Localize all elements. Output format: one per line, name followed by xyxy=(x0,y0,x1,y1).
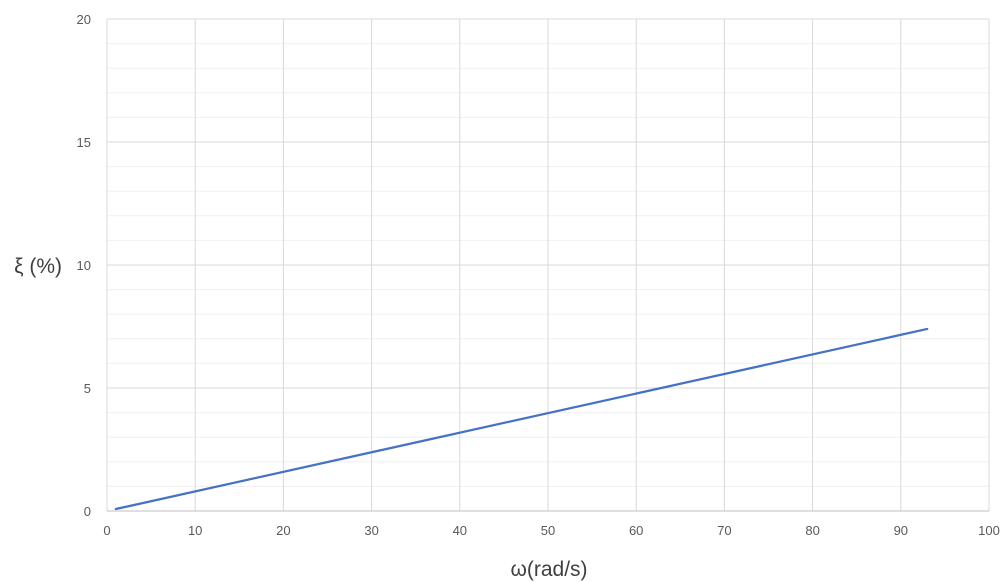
series-line xyxy=(114,327,929,511)
y-tick-label: 20 xyxy=(77,12,91,27)
x-tick-label: 50 xyxy=(541,523,555,538)
y-tick-label: 0 xyxy=(84,504,91,519)
y-tick-label: 15 xyxy=(77,135,91,150)
x-tick-label: 20 xyxy=(276,523,290,538)
y-axis-tick-labels: 0 5 10 15 20 xyxy=(77,12,91,519)
x-tick-label: 70 xyxy=(717,523,731,538)
y-tick-label: 10 xyxy=(77,258,91,273)
x-tick-label: 10 xyxy=(188,523,202,538)
x-tick-label: 30 xyxy=(364,523,378,538)
series-layer xyxy=(114,327,929,511)
y-axis-title: ξ (%) xyxy=(14,255,62,278)
x-tick-label: 0 xyxy=(103,523,110,538)
x-axis-tick-labels: 0 10 20 30 40 50 60 70 80 90 100 xyxy=(103,523,999,538)
major-gridlines xyxy=(106,18,990,511)
x-tick-label: 100 xyxy=(978,523,1000,538)
x-tick-label: 40 xyxy=(453,523,467,538)
x-tick-label: 80 xyxy=(805,523,819,538)
y-tick-label: 5 xyxy=(84,381,91,396)
x-tick-label: 90 xyxy=(894,523,908,538)
x-tick-label: 60 xyxy=(629,523,643,538)
x-axis-title: ω(rad/s) xyxy=(510,558,587,581)
